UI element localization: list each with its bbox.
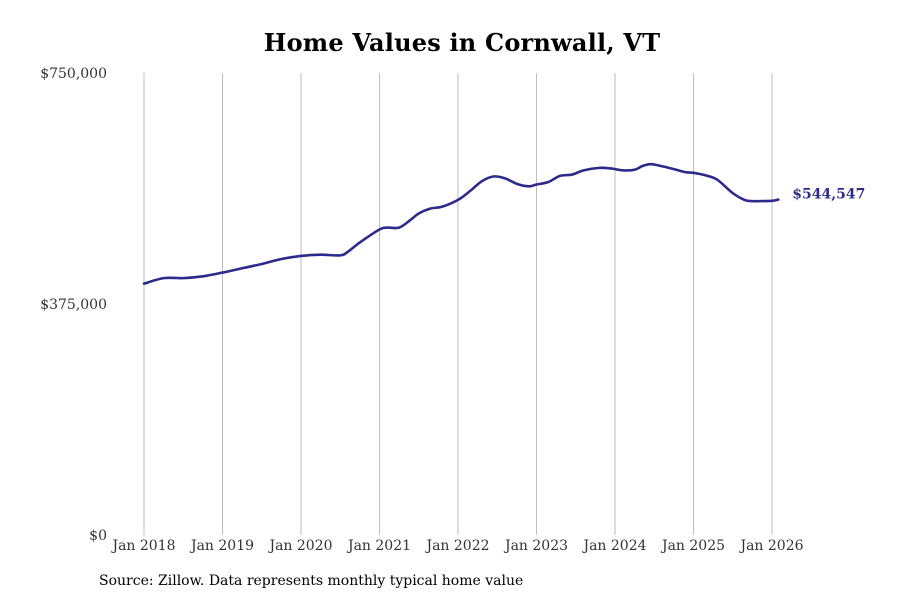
x-tick-label: Jan 2026 <box>738 538 803 554</box>
series-line <box>142 162 780 285</box>
x-tick-label: Jan 2022 <box>424 538 489 554</box>
y-tick-label: $375,000 <box>40 297 107 313</box>
x-tick-label: Jan 2021 <box>346 538 411 554</box>
x-tick-label: Jan 2025 <box>660 538 725 554</box>
x-tick-label: Jan 2023 <box>503 538 568 554</box>
x-tick-label: Jan 2018 <box>110 538 175 554</box>
y-tick-label: $0 <box>89 528 107 544</box>
x-tick-label: Jan 2024 <box>581 538 646 554</box>
gridlines <box>143 73 773 535</box>
annotations: $544,547 <box>792 187 865 203</box>
chart-title: Home Values in Cornwall, VT <box>263 28 661 57</box>
x-axis-labels: Jan 2018 Jan 2019 Jan 2020 Jan 2021 Jan 2022… <box>110 538 803 554</box>
source-note: Source: Zillow. Data represents monthly … <box>99 573 524 589</box>
y-tick-label: $750,000 <box>40 66 107 82</box>
y-axis-labels: $0 $375,000 $750,000 <box>40 66 107 544</box>
series-layer <box>142 162 780 285</box>
end-value-label: $544,547 <box>792 187 865 203</box>
x-tick-label: Jan 2020 <box>267 538 332 554</box>
x-tick-label: Jan 2019 <box>189 538 254 554</box>
